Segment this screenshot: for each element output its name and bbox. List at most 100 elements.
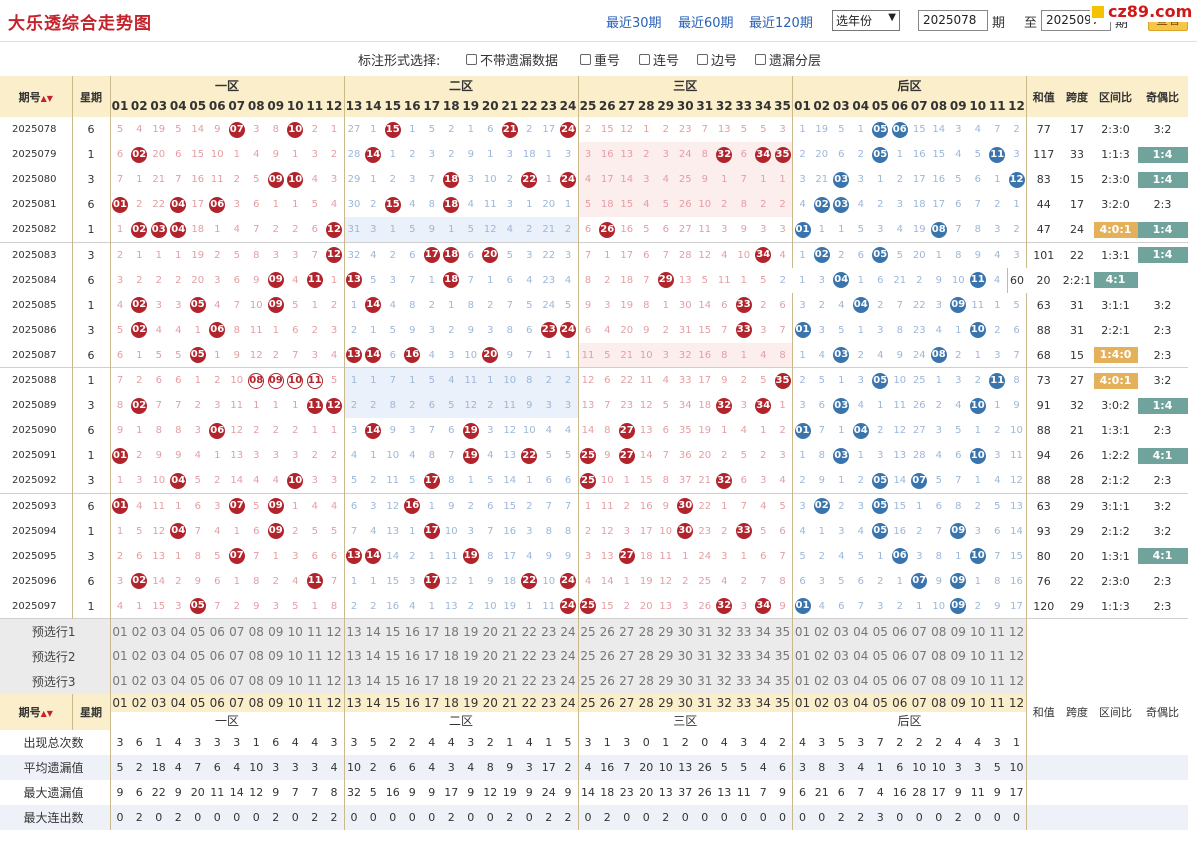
preselect-number[interactable]: 12: [324, 618, 345, 644]
preselect-number[interactable]: 21: [500, 618, 520, 644]
preselect-number[interactable]: 03: [149, 618, 169, 644]
preselect-number[interactable]: 10: [968, 618, 988, 644]
preselect-number[interactable]: 04: [168, 668, 188, 694]
preselect-number[interactable]: 06: [890, 618, 910, 644]
checkbox-layered[interactable]: 遗漏分层: [755, 50, 821, 69]
preselect-number[interactable]: 14: [363, 618, 383, 644]
preselect-number[interactable]: 12: [1007, 618, 1027, 644]
recent-30-link[interactable]: 最近30期: [606, 16, 662, 31]
preselect-number[interactable]: 08: [246, 643, 266, 669]
preselect-number[interactable]: 30: [675, 668, 695, 694]
preselect-number[interactable]: 15: [383, 668, 403, 694]
checkbox-icon[interactable]: [580, 54, 591, 65]
preselect-number[interactable]: 35: [773, 618, 793, 644]
preselect-number[interactable]: 03: [149, 643, 169, 669]
preselect-number[interactable]: 28: [636, 618, 656, 644]
checkbox-icon[interactable]: [755, 54, 766, 65]
preselect-number[interactable]: 02: [812, 618, 832, 644]
preselect-number[interactable]: 11: [305, 668, 325, 694]
preselect-number[interactable]: 15: [383, 618, 403, 644]
preselect-number[interactable]: 09: [266, 643, 286, 669]
preselect-number[interactable]: 34: [753, 643, 773, 669]
preselect-number[interactable]: 30: [675, 618, 695, 644]
preselect-number[interactable]: 09: [948, 668, 968, 694]
preselect-number[interactable]: 11: [305, 643, 325, 669]
preselect-number[interactable]: 08: [246, 668, 266, 694]
checkbox-icon[interactable]: [639, 54, 650, 65]
preselect-number[interactable]: 11: [987, 668, 1007, 694]
sort-icon[interactable]: ▲▼: [40, 708, 53, 718]
preselect-number[interactable]: 01: [110, 618, 130, 644]
preselect-number[interactable]: 10: [968, 668, 988, 694]
preselect-number[interactable]: 09: [948, 643, 968, 669]
preselect-number[interactable]: 23: [539, 618, 559, 644]
preselect-number[interactable]: 05: [870, 668, 890, 694]
preselect-number[interactable]: 22: [519, 643, 539, 669]
preselect-number[interactable]: 18: [441, 618, 461, 644]
preselect-number[interactable]: 26: [597, 618, 617, 644]
preselect-number[interactable]: 16: [402, 618, 422, 644]
preselect-number[interactable]: 20: [480, 668, 500, 694]
preselect-number[interactable]: 27: [617, 643, 637, 669]
preselect-number[interactable]: 27: [617, 668, 637, 694]
preselect-number[interactable]: 12: [324, 668, 345, 694]
preselect-number[interactable]: 06: [207, 618, 227, 644]
preselect-number[interactable]: 16: [402, 668, 422, 694]
preselect-number[interactable]: 04: [168, 643, 188, 669]
preselect-number[interactable]: 33: [734, 618, 754, 644]
preselect-number[interactable]: 23: [539, 643, 559, 669]
preselect-number[interactable]: 16: [402, 643, 422, 669]
preselect-number[interactable]: 32: [714, 618, 734, 644]
preselect-number[interactable]: 08: [929, 668, 949, 694]
preselect-number[interactable]: 10: [968, 643, 988, 669]
checkbox-edge[interactable]: 边号: [697, 50, 737, 69]
preselect-number[interactable]: 30: [675, 643, 695, 669]
preselect-number[interactable]: 17: [422, 618, 442, 644]
preselect-number[interactable]: 32: [714, 643, 734, 669]
preselect-number[interactable]: 05: [188, 668, 208, 694]
preselect-number[interactable]: 12: [1007, 643, 1027, 669]
preselect-number[interactable]: 19: [461, 618, 481, 644]
preselect-number[interactable]: 13: [344, 618, 364, 644]
checkbox-icon[interactable]: [466, 54, 477, 65]
preselect-number[interactable]: 04: [851, 618, 871, 644]
preselect-number[interactable]: 26: [597, 643, 617, 669]
preselect-number[interactable]: 25: [578, 618, 598, 644]
preselect-number[interactable]: 01: [110, 643, 130, 669]
preselect-number[interactable]: 35: [773, 643, 793, 669]
preselect-number[interactable]: 25: [578, 668, 598, 694]
preselect-number[interactable]: 24: [558, 618, 579, 644]
preselect-number[interactable]: 23: [539, 668, 559, 694]
preselect-number[interactable]: 05: [188, 643, 208, 669]
preselect-number[interactable]: 28: [636, 668, 656, 694]
recent-120-link[interactable]: 最近120期: [749, 16, 813, 31]
preselect-number[interactable]: 06: [890, 668, 910, 694]
preselect-number[interactable]: 10: [285, 618, 305, 644]
preselect-number[interactable]: 12: [324, 643, 345, 669]
preselect-number[interactable]: 05: [870, 618, 890, 644]
preselect-number[interactable]: 25: [578, 643, 598, 669]
checkbox-consecutive[interactable]: 连号: [639, 50, 679, 69]
preselect-number[interactable]: 03: [831, 618, 851, 644]
preselect-number[interactable]: 13: [344, 668, 364, 694]
preselect-number[interactable]: 21: [500, 643, 520, 669]
preselect-number[interactable]: 32: [714, 668, 734, 694]
preselect-number[interactable]: 02: [812, 643, 832, 669]
preselect-number[interactable]: 06: [207, 643, 227, 669]
preselect-number[interactable]: 29: [656, 643, 676, 669]
preselect-number[interactable]: 17: [422, 668, 442, 694]
preselect-number[interactable]: 34: [753, 618, 773, 644]
preselect-number[interactable]: 18: [441, 668, 461, 694]
preselect-number[interactable]: 35: [773, 668, 793, 694]
preselect-number[interactable]: 15: [383, 643, 403, 669]
checkbox-icon[interactable]: [697, 54, 708, 65]
preselect-number[interactable]: 08: [929, 643, 949, 669]
preselect-number[interactable]: 11: [987, 643, 1007, 669]
preselect-number[interactable]: 29: [656, 668, 676, 694]
preselect-number[interactable]: 18: [441, 643, 461, 669]
preselect-number[interactable]: 26: [597, 668, 617, 694]
preselect-number[interactable]: 02: [812, 668, 832, 694]
preselect-number[interactable]: 31: [695, 643, 715, 669]
period-header[interactable]: 期号▲▼: [0, 76, 73, 117]
sort-icon[interactable]: ▲▼: [40, 93, 53, 103]
